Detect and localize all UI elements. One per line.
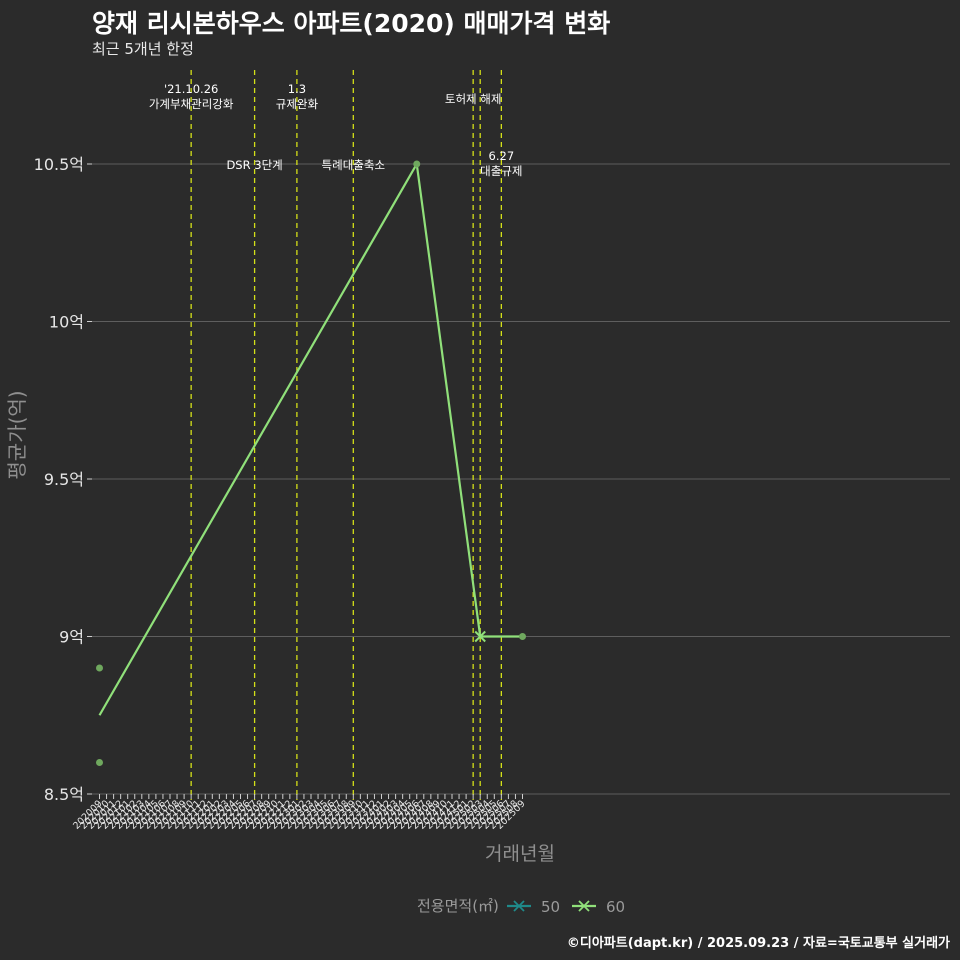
data-point bbox=[96, 759, 103, 766]
source-caption: ©디아파트(dapt.kr) / 2025.09.23 / 자료=국토교통부 실… bbox=[566, 936, 950, 951]
y-tick-label: 9억 bbox=[59, 628, 84, 647]
series-line-60 bbox=[98, 160, 523, 716]
event-label: 가계부채관리강화 bbox=[149, 97, 234, 111]
legend-title: 전용면적(㎡) bbox=[417, 897, 499, 915]
event-label: 규제완화 bbox=[276, 97, 319, 111]
series-layer bbox=[96, 160, 526, 766]
event-label: '21.10.26 bbox=[164, 82, 218, 96]
legend-swatch-x bbox=[578, 900, 590, 912]
event-label: 1.3 bbox=[288, 82, 306, 96]
legend: 전용면적(㎡) 50 60 bbox=[417, 897, 625, 916]
y-tick-label: 10억 bbox=[49, 313, 84, 332]
y-axis: 8.5억 9억 9.5억 10억 10.5억 bbox=[34, 155, 92, 804]
event-label: 대출규제 bbox=[480, 164, 522, 178]
y-tick-label: 9.5억 bbox=[44, 470, 84, 489]
y-axis-label: 평균가(억) bbox=[5, 390, 29, 479]
chart-title: 양재 리시본하우스 아파트(2020) 매매가격 변화 bbox=[92, 9, 611, 38]
x-marker bbox=[474, 630, 486, 643]
y-tick-label: 8.5억 bbox=[44, 785, 84, 804]
y-tick-label: 10.5억 bbox=[34, 155, 84, 174]
chart-subtitle: 최근 5개년 한정 bbox=[92, 40, 194, 58]
x-axis: 2020092020102020112020122021012021022021… bbox=[71, 794, 528, 832]
legend-swatch-x bbox=[513, 900, 525, 912]
data-point bbox=[96, 664, 103, 672]
x-axis-label: 거래년월 bbox=[485, 843, 555, 865]
legend-item-label: 60 bbox=[606, 898, 625, 916]
event-label: 토허제 해제 bbox=[445, 92, 502, 106]
event-label: 6.27 bbox=[489, 149, 515, 163]
grid-lines bbox=[92, 163, 950, 795]
event-label: 특례대출축소 bbox=[322, 158, 385, 172]
legend-item-label: 50 bbox=[541, 898, 560, 916]
data-point bbox=[519, 633, 526, 640]
event-label: DSR 3단계 bbox=[226, 158, 282, 172]
data-point bbox=[413, 160, 421, 168]
